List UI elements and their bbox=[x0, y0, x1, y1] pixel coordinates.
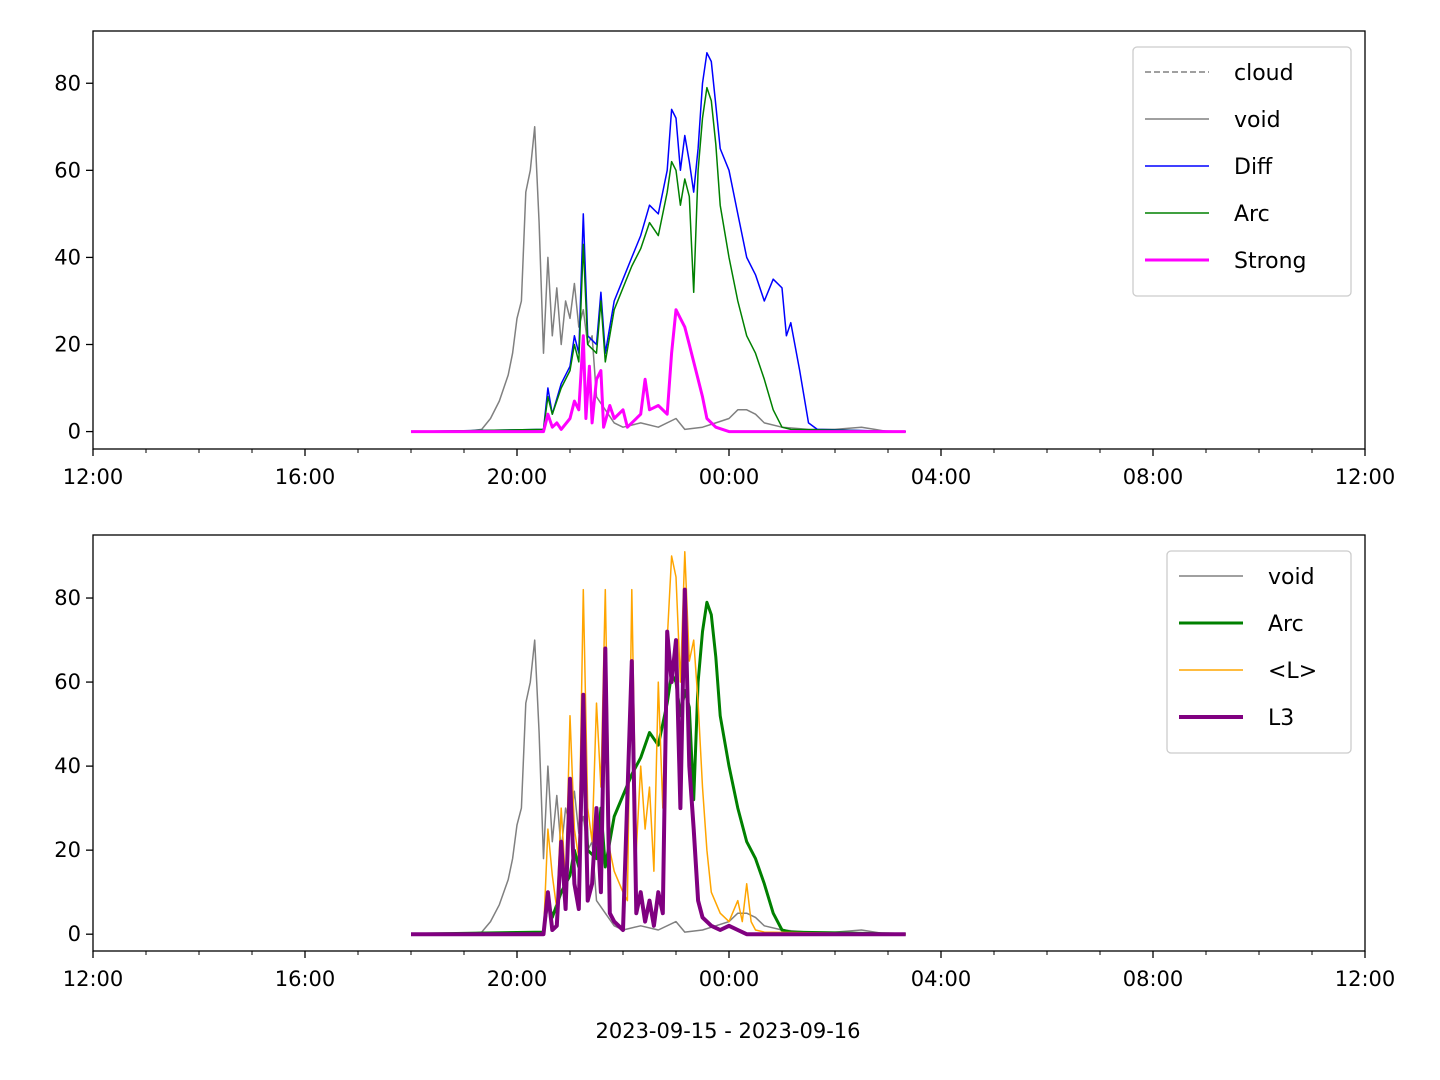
legend-label: Diff bbox=[1234, 155, 1273, 180]
y-tick-label: 80 bbox=[54, 586, 81, 610]
y-tick-label: 0 bbox=[68, 420, 81, 444]
legend-label: void bbox=[1234, 108, 1281, 133]
legend-label: <L> bbox=[1268, 659, 1317, 684]
y-tick-label: 60 bbox=[54, 158, 81, 182]
series-line-void bbox=[411, 126, 906, 433]
legend-label: L3 bbox=[1268, 706, 1294, 731]
legend-label: Arc bbox=[1268, 612, 1304, 637]
series-line-l3 bbox=[411, 587, 906, 937]
x-tick-label: 12:00 bbox=[63, 967, 124, 991]
x-tick-label: 04:00 bbox=[911, 465, 972, 489]
legend-label: Arc bbox=[1234, 202, 1270, 227]
x-tick-label: 12:00 bbox=[1335, 465, 1396, 489]
series-line-arc bbox=[410, 86, 906, 433]
bottom-panel: 0 20 40 60 80 12:00 16:00 20:00 00:00 04:00 08:00 1… bbox=[54, 534, 1396, 991]
x-tick-label: 08:00 bbox=[1123, 465, 1184, 489]
legend: cloud void Diff Arc Strong bbox=[1132, 46, 1352, 297]
x-tick-label: 20:00 bbox=[487, 967, 548, 991]
x-axis-label: 2023-09-15 - 2023-09-16 bbox=[595, 1019, 860, 1043]
legend-label: cloud bbox=[1234, 61, 1294, 86]
legend-label: Strong bbox=[1234, 249, 1307, 274]
y-tick-label: 60 bbox=[54, 670, 81, 694]
series-line-arc bbox=[410, 600, 906, 936]
series-line-diff bbox=[410, 52, 906, 433]
y-tick-label: 80 bbox=[54, 71, 81, 95]
x-tick-label: 20:00 bbox=[487, 465, 548, 489]
top-panel: 0 20 40 60 80 12:00 16:00 20:00 00:00 04:00 08:00 1… bbox=[54, 30, 1396, 489]
x-tick-label: 16:00 bbox=[275, 967, 336, 991]
y-tick-label: 20 bbox=[54, 333, 81, 357]
x-tick-label: 04:00 bbox=[911, 967, 972, 991]
x-tick-label: 16:00 bbox=[275, 465, 336, 489]
x-tick-label: 00:00 bbox=[699, 967, 760, 991]
y-tick-label: 40 bbox=[54, 754, 81, 778]
y-tick-label: 20 bbox=[54, 838, 81, 862]
x-tick-label: 12:00 bbox=[63, 465, 124, 489]
legend-label: void bbox=[1268, 565, 1315, 590]
legend: void Arc <L> L3 bbox=[1166, 550, 1352, 754]
series-line-l bbox=[411, 551, 906, 935]
x-tick-label: 08:00 bbox=[1123, 967, 1184, 991]
y-tick-label: 0 bbox=[68, 922, 81, 946]
x-tick-label: 00:00 bbox=[699, 465, 760, 489]
x-tick-label: 12:00 bbox=[1335, 967, 1396, 991]
y-tick-label: 40 bbox=[54, 245, 81, 269]
series-line-strong bbox=[411, 308, 906, 434]
